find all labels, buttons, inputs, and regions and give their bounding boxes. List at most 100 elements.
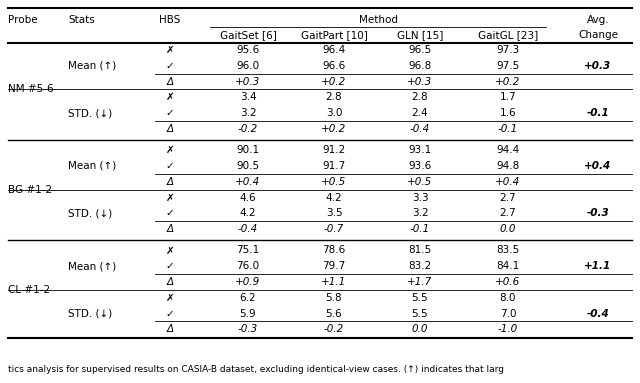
Text: +1.7: +1.7 (408, 277, 433, 287)
Text: 83.5: 83.5 (497, 246, 520, 255)
Text: ✓: ✓ (166, 108, 174, 118)
Text: Avg.: Avg. (587, 15, 609, 25)
Text: 91.7: 91.7 (323, 161, 346, 171)
Text: +0.4: +0.4 (236, 177, 260, 187)
Text: 3.2: 3.2 (240, 108, 256, 118)
Text: 4.6: 4.6 (240, 193, 256, 203)
Text: 5.5: 5.5 (412, 309, 428, 319)
Text: +0.3: +0.3 (584, 61, 612, 71)
Text: 0.0: 0.0 (412, 324, 428, 334)
Text: STD. (↓): STD. (↓) (68, 208, 112, 218)
Text: Method: Method (358, 15, 397, 25)
Text: -0.3: -0.3 (238, 324, 258, 334)
Text: 93.6: 93.6 (408, 161, 431, 171)
Text: ✗: ✗ (166, 145, 174, 155)
Text: 5.9: 5.9 (240, 309, 256, 319)
Text: -0.2: -0.2 (324, 324, 344, 334)
Text: -0.3: -0.3 (587, 208, 609, 218)
Text: Mean (↑): Mean (↑) (68, 61, 116, 71)
Text: -0.2: -0.2 (238, 124, 258, 134)
Text: 96.4: 96.4 (323, 45, 346, 55)
Text: 79.7: 79.7 (323, 261, 346, 271)
Text: +0.5: +0.5 (321, 177, 347, 187)
Text: 75.1: 75.1 (236, 246, 260, 255)
Text: 94.8: 94.8 (497, 161, 520, 171)
Text: 2.7: 2.7 (500, 208, 516, 218)
Text: -0.1: -0.1 (498, 124, 518, 134)
Text: CL #1-2: CL #1-2 (8, 285, 50, 295)
Text: STD. (↓): STD. (↓) (68, 108, 112, 118)
Text: 81.5: 81.5 (408, 246, 431, 255)
Text: 4.2: 4.2 (240, 208, 256, 218)
Text: HBS: HBS (159, 15, 180, 25)
Text: 84.1: 84.1 (497, 261, 520, 271)
Text: 76.0: 76.0 (236, 261, 260, 271)
Text: Δ: Δ (166, 324, 173, 334)
Text: 97.5: 97.5 (497, 61, 520, 71)
Text: BG #1-2: BG #1-2 (8, 185, 52, 195)
Text: 1.6: 1.6 (500, 108, 516, 118)
Text: GaitGL [23]: GaitGL [23] (478, 30, 538, 40)
Text: -1.0: -1.0 (498, 324, 518, 334)
Text: Δ: Δ (166, 124, 173, 134)
Text: +0.4: +0.4 (584, 161, 612, 171)
Text: 96.6: 96.6 (323, 61, 346, 71)
Text: 3.3: 3.3 (412, 193, 428, 203)
Text: GaitSet [6]: GaitSet [6] (220, 30, 276, 40)
Text: 6.2: 6.2 (240, 293, 256, 303)
Text: Stats: Stats (68, 15, 95, 25)
Text: +1.1: +1.1 (321, 277, 347, 287)
Text: +0.2: +0.2 (321, 77, 347, 87)
Text: 8.0: 8.0 (500, 293, 516, 303)
Text: +0.3: +0.3 (236, 77, 260, 87)
Text: GaitPart [10]: GaitPart [10] (301, 30, 367, 40)
Text: ✓: ✓ (166, 161, 174, 171)
Text: NM #5-6: NM #5-6 (8, 85, 54, 95)
Text: 5.8: 5.8 (326, 293, 342, 303)
Text: Mean (↑): Mean (↑) (68, 261, 116, 271)
Text: 78.6: 78.6 (323, 246, 346, 255)
Text: STD. (↓): STD. (↓) (68, 309, 112, 319)
Text: 96.0: 96.0 (236, 61, 260, 71)
Text: 0.0: 0.0 (500, 224, 516, 234)
Text: 91.2: 91.2 (323, 145, 346, 155)
Text: 96.5: 96.5 (408, 45, 431, 55)
Text: Mean (↑): Mean (↑) (68, 161, 116, 171)
Text: 97.3: 97.3 (497, 45, 520, 55)
Text: ✗: ✗ (166, 293, 174, 303)
Text: 83.2: 83.2 (408, 261, 431, 271)
Text: 93.1: 93.1 (408, 145, 431, 155)
Text: Probe: Probe (8, 15, 38, 25)
Text: +0.2: +0.2 (495, 77, 520, 87)
Text: Change: Change (578, 30, 618, 40)
Text: 96.8: 96.8 (408, 61, 431, 71)
Text: ✗: ✗ (166, 193, 174, 203)
Text: ✓: ✓ (166, 208, 174, 218)
Text: -0.4: -0.4 (587, 309, 609, 319)
Text: tics analysis for supervised results on CASIA-B dataset, excluding identical-vie: tics analysis for supervised results on … (8, 365, 504, 373)
Text: 90.5: 90.5 (236, 161, 260, 171)
Text: 94.4: 94.4 (497, 145, 520, 155)
Text: ✓: ✓ (166, 261, 174, 271)
Text: +0.6: +0.6 (495, 277, 520, 287)
Text: 4.2: 4.2 (326, 193, 342, 203)
Text: 90.1: 90.1 (236, 145, 260, 155)
Text: -0.4: -0.4 (410, 124, 430, 134)
Text: ✓: ✓ (166, 309, 174, 319)
Text: +0.2: +0.2 (321, 124, 347, 134)
Text: Δ: Δ (166, 77, 173, 87)
Text: 2.4: 2.4 (412, 108, 428, 118)
Text: -0.1: -0.1 (587, 108, 609, 118)
Text: Δ: Δ (166, 224, 173, 234)
Text: -0.1: -0.1 (410, 224, 430, 234)
Text: ✗: ✗ (166, 246, 174, 255)
Text: ✗: ✗ (166, 45, 174, 55)
Text: 7.0: 7.0 (500, 309, 516, 319)
Text: Δ: Δ (166, 277, 173, 287)
Text: 2.8: 2.8 (326, 92, 342, 102)
Text: +0.5: +0.5 (408, 177, 433, 187)
Text: +0.4: +0.4 (495, 177, 520, 187)
Text: -0.7: -0.7 (324, 224, 344, 234)
Text: 3.5: 3.5 (326, 208, 342, 218)
Text: 3.0: 3.0 (326, 108, 342, 118)
